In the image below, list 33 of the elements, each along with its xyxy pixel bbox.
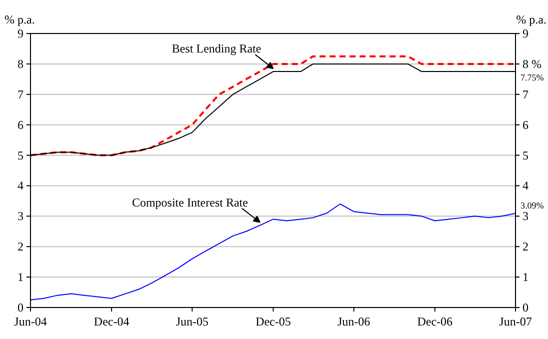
- y-tick-label: 6: [18, 118, 24, 132]
- y2-tick-label: 0: [522, 300, 528, 314]
- x-tick-label: Jun-04: [14, 314, 47, 328]
- y2-tick-label: 1: [522, 270, 528, 284]
- x-tick-label: Dec-06: [417, 314, 453, 328]
- y-tick-label: 0: [18, 300, 24, 314]
- y-tick-label: 2: [18, 240, 24, 254]
- x-tick-label: Jun-06: [338, 314, 370, 328]
- y2-tick-label: 7: [522, 87, 528, 102]
- y2-tick-label: 4: [522, 178, 528, 193]
- y-tick-label: 8: [18, 56, 24, 71]
- x-tick-label: Dec-04: [94, 314, 130, 328]
- y-tick-label: 7: [18, 87, 24, 102]
- annotation: 3.09%: [520, 200, 544, 210]
- annotation: Composite Interest Rate: [132, 195, 248, 210]
- annotation: 7.75%: [520, 72, 544, 83]
- y-tick-label: 5: [18, 148, 24, 162]
- y-axis-title: % p.a.: [4, 12, 35, 26]
- y2-tick-label: 6: [522, 118, 528, 132]
- y2-tick-label: 2: [522, 240, 528, 254]
- y2-axis-title: % p.a.: [516, 12, 547, 26]
- y2-tick-label: 9: [522, 26, 528, 40]
- annotation: Best Lending Rate: [172, 42, 262, 56]
- x-tick-label: Dec-05: [256, 314, 291, 328]
- y2-tick-label: 5: [522, 148, 528, 162]
- y-tick-label: 4: [18, 178, 24, 193]
- y-tick-label: 9: [18, 26, 24, 40]
- x-tick-label: Jun-07: [499, 314, 532, 328]
- y2-tick-label: 3: [522, 209, 528, 224]
- y2-tick-label: 8 %: [522, 56, 542, 71]
- y-tick-label: 3: [18, 209, 24, 224]
- y-tick-label: 1: [18, 270, 24, 284]
- x-tick-label: Jun-05: [176, 314, 209, 328]
